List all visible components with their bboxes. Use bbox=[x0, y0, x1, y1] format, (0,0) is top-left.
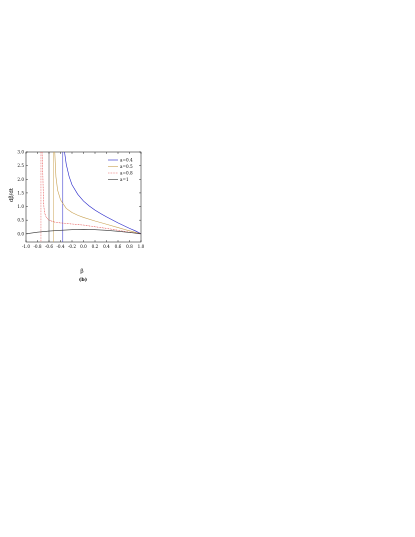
x-axis-label: β bbox=[80, 269, 83, 275]
legend-label: a=0.5 bbox=[120, 164, 133, 169]
y-tick-label: 1.5 bbox=[17, 190, 24, 195]
x-tick-label: 0.4 bbox=[103, 244, 110, 249]
y-tick-label: 2.5 bbox=[17, 163, 24, 168]
y-tick-label: 3.0 bbox=[17, 150, 24, 155]
x-tick-label: -0.4 bbox=[56, 244, 64, 249]
x-tick-label: -0.8 bbox=[33, 244, 41, 249]
x-tick-label: -1.0 bbox=[22, 244, 30, 249]
series-line-2 bbox=[54, 151, 142, 235]
legend-label: a=0.8 bbox=[120, 171, 133, 176]
series-line-4 bbox=[25, 229, 142, 235]
legend-label: a=0.4 bbox=[120, 158, 133, 163]
x-axis: -1.0 -0.8 -0.6 -0.4 -0.2 0.0 0.2 0.4 0.6 0.8 1.0 bbox=[22, 152, 145, 249]
y-tick-label: 0.0 bbox=[17, 231, 24, 236]
x-tick-label: -0.6 bbox=[45, 244, 53, 249]
y-tick-label: 2.0 bbox=[17, 177, 24, 182]
figure-caption: (b) bbox=[79, 276, 87, 283]
x-tick-label: 0.8 bbox=[126, 244, 133, 249]
x-tick-label: 1.0 bbox=[138, 244, 145, 249]
series-line-1 bbox=[64, 151, 142, 235]
series-lines bbox=[25, 151, 142, 242]
y-tick-label: 0.5 bbox=[17, 218, 24, 223]
x-tick-label: 0.2 bbox=[92, 244, 99, 249]
x-tick-label: 0.0 bbox=[80, 244, 87, 249]
series-line-3 bbox=[41, 151, 142, 235]
y-axis: 0.0 0.5 1.0 1.5 2.0 2.5 3.0 bbox=[17, 150, 141, 236]
x-tick-label: 0.6 bbox=[115, 244, 122, 249]
x-tick-label: -0.2 bbox=[68, 244, 76, 249]
y-axis-label: dβ/dt bbox=[9, 187, 15, 202]
legend: a=0.4a=0.5 a=0.8a=1 bbox=[108, 158, 133, 182]
y-tick-label: 1.0 bbox=[17, 204, 24, 209]
legend-label: a=1 bbox=[120, 177, 129, 182]
